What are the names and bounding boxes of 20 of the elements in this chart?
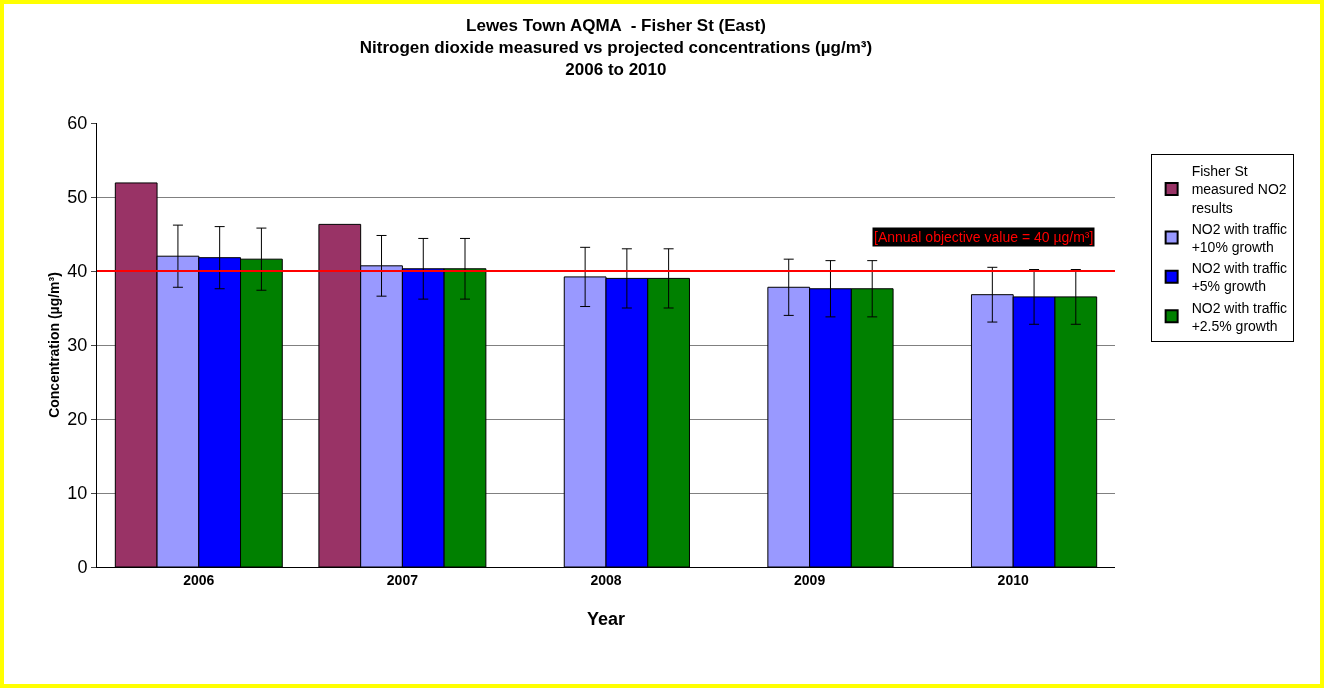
x-tick-label: 2008 bbox=[590, 571, 622, 588]
y-axis-title: Concentration (µg/m³) bbox=[46, 272, 62, 418]
y-tick-label: 0 bbox=[77, 557, 88, 578]
legend-label: Fisher St measured NO2 results bbox=[1191, 163, 1287, 216]
legend-label: NO2 with traffic +10% growth bbox=[1191, 220, 1288, 255]
y-tick-label: 10 bbox=[67, 483, 88, 504]
y-tick-label: 20 bbox=[67, 409, 88, 430]
x-tick-label: 2010 bbox=[997, 571, 1029, 588]
y-tick-label: 60 bbox=[67, 113, 88, 134]
x-tick-label: 2007 bbox=[386, 571, 419, 588]
legend-label: NO2 with traffic +5% growth bbox=[1191, 260, 1288, 295]
y-tick-label: 40 bbox=[67, 261, 88, 282]
x-axis-title: Year bbox=[586, 608, 626, 629]
chart-title: Lewes Town AQMA - Fisher St (East) Nitrogen dioxide measured vs projected concentrations (µg/m³) 2006 to 2010 bbox=[359, 16, 873, 80]
legend-label: NO2 with traffic +2.5% growth bbox=[1191, 299, 1288, 334]
ref-line-label: [Annual objective value = 40 µg/m³] bbox=[874, 229, 1094, 245]
y-tick-label: 30 bbox=[67, 335, 88, 356]
x-tick-label: 2009 bbox=[794, 571, 826, 588]
y-tick-label: 50 bbox=[67, 187, 88, 208]
x-tick-label: 2006 bbox=[183, 571, 215, 588]
